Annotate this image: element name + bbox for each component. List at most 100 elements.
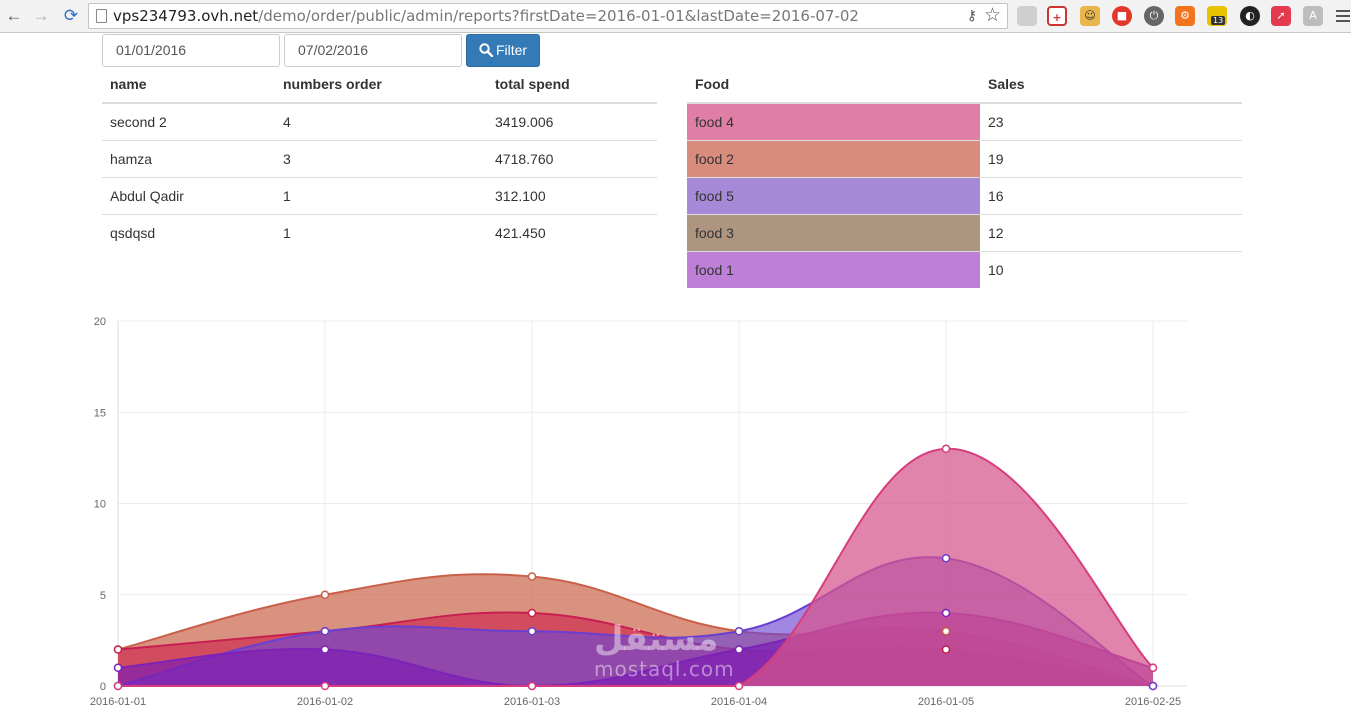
table-row: hamza 3 4718.760 [102, 139, 657, 177]
table-row: food 2 19 [687, 139, 1242, 177]
column-header-name: name [102, 66, 275, 104]
customer-total: 3419.006 [487, 102, 657, 140]
column-header-food: Food [687, 66, 980, 104]
customer-orders: 1 [275, 176, 487, 214]
table-row: food 5 16 [687, 176, 1242, 214]
data-point[interactable] [113, 645, 123, 654]
power-extension-icon[interactable]: ⏻ [1144, 6, 1164, 26]
food-name: food 3 [687, 213, 980, 251]
table-header-row: Food Sales [687, 66, 1242, 104]
filter-button[interactable]: Filter [466, 34, 540, 67]
hubspot-extension-icon[interactable]: ⚙ [1175, 6, 1195, 26]
data-point[interactable] [320, 681, 330, 691]
customer-name: hamza [102, 139, 275, 177]
data-point[interactable] [941, 608, 951, 618]
url-text: vps234793.ovh.net/demo/order/public/admi… [113, 7, 859, 25]
y-tick-label: 5 [100, 590, 106, 602]
y-tick-label: 10 [94, 499, 106, 511]
data-point[interactable] [320, 645, 330, 654]
customer-name: second 2 [102, 102, 275, 140]
x-tick-label: 2016-01-02 [297, 696, 353, 708]
data-point[interactable] [527, 572, 537, 581]
bookmark-star-icon[interactable]: ☆ [983, 5, 1001, 26]
browser-toolbar: ← → ⟳ vps234793.ovh.net/demo/order/publi… [0, 0, 1351, 33]
table-row: Abdul Qadir 1 312.100 [102, 176, 657, 214]
data-point[interactable] [113, 663, 123, 672]
customer-orders: 1 [275, 213, 487, 251]
customer-name: Abdul Qadir [102, 176, 275, 214]
end-date-input[interactable]: 07/02/2016 [284, 34, 462, 67]
customer-orders: 3 [275, 139, 487, 177]
filter-button-label: Filter [495, 42, 528, 58]
data-point[interactable] [113, 681, 123, 691]
table-row: food 1 10 [687, 250, 1242, 288]
column-header-sales: Sales [980, 66, 1242, 104]
table-row: second 2 4 3419.006 [102, 102, 657, 140]
y-tick-label: 0 [100, 681, 106, 693]
table-row: food 3 12 [687, 213, 1242, 251]
x-tick-label: 2016-01-03 [504, 696, 560, 708]
food-sales: 12 [980, 213, 1242, 251]
customers-table: name numbers order total spend second 2 … [102, 66, 657, 251]
food-sales-table: Food Sales food 4 23 food 2 19 food 5 16… [687, 66, 1242, 288]
face-extension-icon[interactable]: ☺ [1080, 6, 1100, 26]
column-header-orders: numbers order [275, 66, 487, 104]
search-icon [479, 43, 494, 58]
customer-name: qsdqsd [102, 213, 275, 251]
data-point[interactable] [941, 627, 951, 636]
link-extension-icon[interactable]: ➚ [1271, 6, 1291, 26]
key-icon[interactable]: ⚷ [966, 7, 977, 23]
y-tick-label: 15 [94, 407, 106, 419]
data-point[interactable] [320, 590, 330, 599]
data-point[interactable] [1148, 681, 1158, 691]
x-tick-label: 2016-01-01 [90, 696, 146, 708]
forward-arrow-icon[interactable]: → [32, 6, 50, 25]
data-point[interactable] [941, 645, 951, 654]
data-point[interactable] [527, 627, 537, 636]
table-header-row: name numbers order total spend [102, 66, 657, 104]
customer-total: 312.100 [487, 176, 657, 214]
column-header-total: total spend [487, 66, 657, 104]
start-date-input[interactable]: 01/01/2016 [102, 34, 280, 67]
data-point[interactable] [527, 681, 537, 691]
x-tick-label: 2016-02-25 [1125, 696, 1181, 708]
x-tick-label: 2016-01-04 [711, 696, 767, 708]
series-area [118, 448, 1153, 686]
data-point[interactable] [527, 608, 537, 618]
food-sales: 23 [980, 102, 1242, 140]
customer-orders: 4 [275, 102, 487, 140]
address-bar[interactable]: vps234793.ovh.net/demo/order/public/admi… [88, 3, 1008, 29]
data-point[interactable] [734, 645, 744, 654]
plus-extension-icon[interactable]: + [1047, 6, 1067, 26]
food-sales: 16 [980, 176, 1242, 214]
y-tick-label: 20 [94, 316, 106, 328]
table-row: qsdqsd 1 421.450 [102, 213, 657, 251]
reload-icon[interactable]: ⟳ [63, 6, 79, 25]
data-point[interactable] [1148, 663, 1158, 672]
data-point[interactable] [320, 627, 330, 636]
food-name: food 5 [687, 176, 980, 214]
data-point[interactable] [941, 444, 951, 453]
page-icon [96, 9, 107, 23]
food-name: food 1 [687, 250, 980, 288]
x-tick-label: 2016-01-05 [918, 696, 974, 708]
angular-extension-icon[interactable]: A [1303, 6, 1323, 26]
food-name: food 2 [687, 139, 980, 177]
counter-extension-icon[interactable]: 13 [1207, 6, 1227, 26]
customer-total: 4718.760 [487, 139, 657, 177]
back-arrow-icon[interactable]: ← [5, 6, 23, 25]
browser-menu-icon[interactable] [1336, 7, 1350, 25]
sales-area-chart: 0 5 10 15 20 2016-01-01 2016-01-02 2016-01-03 20… [90, 316, 1187, 708]
data-point[interactable] [734, 681, 744, 691]
data-point[interactable] [941, 554, 951, 563]
stop-extension-icon[interactable]: ■ [1112, 6, 1132, 26]
gauge-extension-icon[interactable]: ◐ [1240, 6, 1260, 26]
shield-extension-icon[interactable] [1017, 6, 1037, 26]
food-name: food 4 [687, 102, 980, 140]
series-line [118, 447, 1154, 688]
data-point[interactable] [734, 627, 744, 636]
food-sales: 19 [980, 139, 1242, 177]
customer-total: 421.450 [487, 213, 657, 251]
food-sales: 10 [980, 250, 1242, 288]
table-row: food 4 23 [687, 102, 1242, 140]
